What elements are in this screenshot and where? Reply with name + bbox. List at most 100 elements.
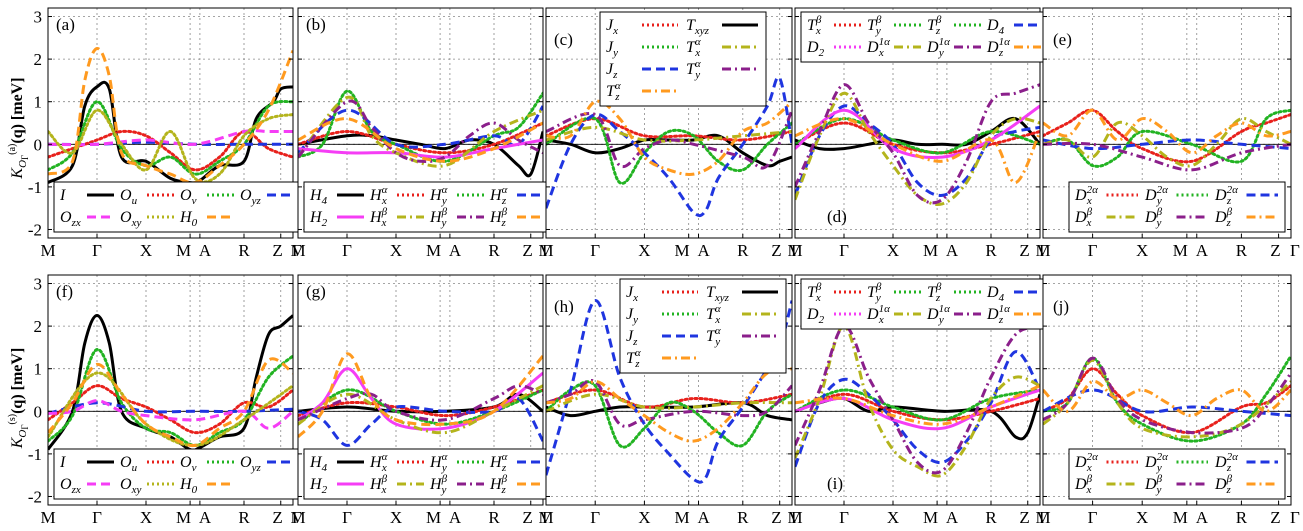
x-tick-label: M xyxy=(675,508,690,527)
y-tick-label: -1 xyxy=(28,178,42,197)
x-tick-label: R xyxy=(1236,508,1248,527)
legend-label: H4 xyxy=(309,187,328,207)
legend: D2α x D2α y D2α z Dβ x Dβ y Dβ z xyxy=(1068,181,1286,233)
series-line-orange xyxy=(1043,108,1291,155)
legend-label: Jy xyxy=(626,306,638,326)
x-tick-label: Γ xyxy=(1290,508,1300,527)
legend-label: Hα z xyxy=(489,184,508,207)
x-tick-label: M xyxy=(176,241,191,260)
x-tick-label: M xyxy=(787,241,802,260)
legend-label: Dβ z xyxy=(1214,206,1233,229)
series-line-blue xyxy=(1043,138,1291,151)
x-tick-label: X xyxy=(1136,508,1148,527)
series-group xyxy=(1043,354,1291,443)
legend-label: I xyxy=(59,187,66,204)
legend-label: Txyz xyxy=(686,17,710,37)
legend-label: D2α z xyxy=(1214,184,1238,207)
legend-label: Dβ x xyxy=(1074,206,1093,229)
legend-label: Tβ y xyxy=(867,14,882,37)
panel-frame xyxy=(545,7,793,239)
legend-label: D2α y xyxy=(1144,451,1168,474)
x-tick-label: Γ xyxy=(92,241,102,260)
panel-frame xyxy=(47,274,294,506)
legend-label: Hβ x xyxy=(369,206,388,229)
legend-label: Dβ y xyxy=(1144,206,1163,229)
legend-box xyxy=(599,11,767,107)
legend-box xyxy=(53,181,301,233)
legend: Tβ x Tβ y Tβ z D4 D2 D1α x D1α y D1α z xyxy=(800,278,1048,330)
series-line-green xyxy=(795,388,1040,422)
legend-label: Hβ x xyxy=(369,473,388,496)
legend-label: Oxy xyxy=(120,209,141,229)
legend-label: Tα y xyxy=(706,325,721,348)
panel-frame xyxy=(1042,274,1292,506)
panel-label: (g) xyxy=(306,282,326,301)
x-tick-label: A xyxy=(199,508,212,527)
x-tick-label: M xyxy=(1173,241,1188,260)
legend: H4 Hα x Hα y Hα z H2 Hβ x Hβ y Hβ z xyxy=(303,448,551,500)
legend-label: Tα z xyxy=(606,80,621,103)
panel-b: M Γ X M A R Z Γ(b)H4 Hα x Hα y Hα zH2 Hβ x Hβ y Hβ z xyxy=(290,7,552,260)
legend-label: Hβ z xyxy=(489,473,508,496)
series-line-olive xyxy=(48,108,293,184)
panel-frame xyxy=(297,7,544,239)
series-line-olive xyxy=(298,384,543,435)
legend-label: Tβ z xyxy=(927,14,942,37)
legend-label: Jz xyxy=(606,61,618,81)
x-tick-label: R xyxy=(238,241,250,260)
legend-box xyxy=(53,448,301,500)
series-group xyxy=(546,299,792,484)
x-tick-label: Γ xyxy=(590,241,600,260)
y-axis-label-bottom: KOΓ(s)(q) [meV] xyxy=(7,348,30,450)
x-tick-label: Γ xyxy=(292,241,302,260)
x-tick-label: A xyxy=(449,241,462,260)
series-line-purple xyxy=(546,378,792,428)
legend-label: Hα y xyxy=(429,184,448,207)
x-tick-label: M xyxy=(1035,241,1050,260)
legend-label: Tα x xyxy=(686,36,701,59)
x-tick-label: M xyxy=(40,241,55,260)
series-line-green xyxy=(48,99,293,176)
series-line-red xyxy=(298,388,543,418)
legend-label: Hβ y xyxy=(429,206,448,229)
x-tick-label: X xyxy=(390,508,402,527)
series-line-magenta xyxy=(795,104,1040,159)
x-tick-label: A xyxy=(1196,508,1209,527)
x-tick-label: M xyxy=(290,241,305,260)
x-tick-label: M xyxy=(426,241,441,260)
x-tick-label: M xyxy=(40,508,55,527)
x-tick-label: M xyxy=(538,241,553,260)
x-tick-label: M xyxy=(176,508,191,527)
x-tick-label: Z xyxy=(1019,508,1029,527)
x-tick-label: Γ xyxy=(542,508,552,527)
x-tick-label: M xyxy=(923,241,938,260)
legend-label: Tα z xyxy=(626,347,641,370)
legend-label: D4 xyxy=(986,284,1005,304)
series-line-purple xyxy=(795,83,1040,205)
series-group xyxy=(48,313,293,452)
series-line-blue xyxy=(546,75,792,218)
legend-label: Dβ z xyxy=(1214,473,1233,496)
x-tick-label: Z xyxy=(1270,508,1280,527)
legend-label: D2 xyxy=(806,39,825,59)
legend-label: D2α y xyxy=(1144,184,1168,207)
x-tick-label: X xyxy=(1136,241,1148,260)
x-tick-label: Γ xyxy=(342,241,352,260)
y-tick-label: 0 xyxy=(34,135,43,154)
legend-label: D4 xyxy=(986,17,1005,37)
x-tick-label: Γ xyxy=(292,508,302,527)
x-tick-label: Γ xyxy=(1039,241,1049,260)
x-tick-label: Γ xyxy=(1088,508,1098,527)
legend-label: D2α z xyxy=(1214,451,1238,474)
x-tick-label: M xyxy=(1035,508,1050,527)
legend-label: Ov xyxy=(180,187,197,207)
legend-box xyxy=(619,278,787,374)
legend-label: H4 xyxy=(309,454,328,474)
legend-label: Dβ x xyxy=(1074,473,1093,496)
legend-label: Ozx xyxy=(60,209,81,229)
panel-frame xyxy=(794,7,1041,239)
